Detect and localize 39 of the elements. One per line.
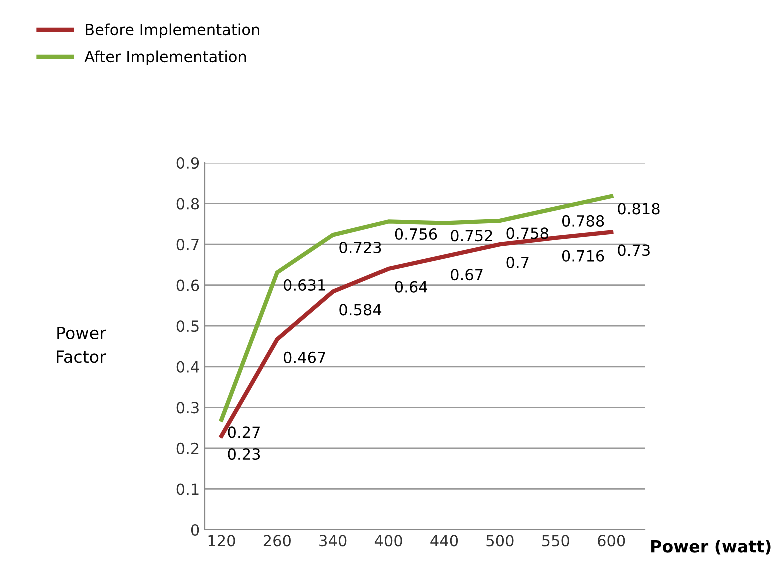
data-label: 0.756 [395,228,438,240]
y-tick-label: 0.3 [176,402,199,414]
y-axis-title: Power Factor [57,327,106,364]
data-label: 0.716 [562,250,604,262]
y-tick-label: 0.1 [176,484,199,496]
line-series [220,194,614,422]
x-tick-label: 550 [542,535,570,547]
x-tick-label: 500 [486,535,514,547]
y-tick-label: 0.9 [176,157,200,170]
data-label: 0.23 [228,448,260,460]
data-label: 0.27 [228,426,260,438]
x-tick-label: 340 [320,535,347,547]
data-label: 0.7 [506,256,529,268]
y-tick-label: 0.4 [176,361,200,373]
x-tick-label: 260 [264,535,291,547]
data-label: 0.631 [284,279,326,292]
y-tick-label: 0.5 [176,320,199,332]
x-tick-label: 120 [208,535,236,547]
data-label: 0.752 [451,230,492,242]
data-label: 0.73 [618,244,650,256]
data-label: 0.67 [451,269,483,281]
data-label: 0.584 [340,304,382,316]
legend-label: Before Implementation [86,24,260,39]
y-tick-label: 0.7 [176,239,199,251]
y-tick-label: 0.8 [176,198,200,210]
data-label: 0.723 [340,242,382,254]
data-label: 0.64 [395,281,428,293]
x-axis-title: Power (watt) [652,540,771,555]
data-label: 0.467 [284,352,326,364]
x-tick-label: 440 [430,535,458,547]
y-tick-label: 0.2 [176,442,199,454]
legend-label: After Implementation [84,50,246,66]
x-tick-label: 600 [598,535,626,547]
data-label: 0.818 [618,203,660,215]
y-tick-label: 0.6 [176,280,200,292]
data-label: 0.758 [506,228,548,240]
x-tick-label: 400 [374,535,402,547]
y-tick-label: 0 [191,524,200,536]
data-label: 0.788 [562,215,604,227]
